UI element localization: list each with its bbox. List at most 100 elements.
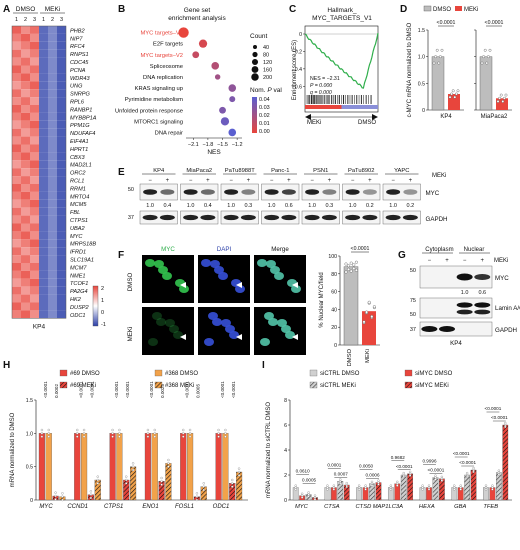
h-point [224, 435, 227, 438]
pathway-dot [198, 39, 208, 48]
h-pvalue: <0.0001 [185, 381, 190, 398]
i-point [357, 488, 361, 491]
i-pvalue: 0.0007 [334, 471, 348, 476]
h-pvalue: <0.0001 [114, 381, 119, 398]
pathway-dot [211, 62, 220, 70]
heatmap-cell [21, 33, 30, 42]
e-band [143, 189, 158, 195]
count-legend-dot [251, 73, 259, 81]
e-cell-line: MiaPaca2 [186, 168, 212, 174]
heatmap-cell [21, 247, 30, 256]
heatmap-cell [21, 41, 30, 50]
e-blot-frame [220, 210, 259, 225]
d-point [434, 55, 437, 59]
i-pvalue: 0.0006 [365, 473, 379, 478]
heatmap-cell [57, 105, 66, 113]
i-point [402, 473, 405, 477]
d-pvalue: <0.0001 [437, 20, 456, 26]
d-x-label: MiaPaca2 [481, 114, 508, 120]
heatmap-cell [30, 168, 39, 177]
gene-label-pa2g4: PA2G4 [70, 289, 88, 295]
h-point [182, 428, 185, 432]
h-point [118, 435, 121, 438]
i-point [484, 484, 488, 487]
pval-tick: 0.03 [259, 105, 270, 111]
heatmap-cell [12, 199, 21, 208]
gene-label-nme1: NME1 [70, 273, 86, 279]
i-bar [432, 477, 439, 501]
heatmap-cell [48, 144, 57, 153]
i-point [434, 478, 437, 481]
g-band [474, 274, 491, 280]
i-pvalue: 0.9996 [422, 459, 436, 464]
heatmap-cell [48, 152, 57, 161]
h-point [160, 480, 163, 483]
heatmap-cell [30, 89, 39, 98]
h-legend-label: #368 DMSO [165, 371, 198, 377]
d-point [502, 96, 506, 100]
gene-label-mrps18b: MRPS18B [70, 242, 96, 248]
gsea-title: Gene set [184, 7, 211, 14]
i-point [370, 482, 374, 485]
h-point [47, 432, 50, 435]
heatmap-cell [57, 270, 66, 279]
h-point [82, 428, 86, 432]
heatmap-cell [39, 184, 48, 192]
heatmap-cell [30, 223, 39, 232]
f-nucleus [154, 260, 164, 268]
heatmap-cell [30, 270, 39, 279]
h-point [202, 482, 205, 485]
heatmap-cell [30, 278, 39, 287]
f-y-tick-label: 60 [331, 290, 337, 296]
heatmap-cell [12, 41, 21, 50]
g-blot-frame [419, 265, 493, 289]
heatmap-cell [48, 112, 57, 121]
d-pvalue: <0.0001 [485, 20, 504, 26]
h-point [125, 482, 128, 485]
i-point [300, 494, 304, 497]
f-point [354, 260, 358, 264]
heatmap-cell [39, 191, 48, 200]
heatmap-cell [39, 223, 48, 232]
count-legend-label: 80 [263, 53, 269, 59]
f-row-label: MEKi [127, 327, 134, 342]
i-point [345, 481, 348, 485]
i-x-label-myc: MYC [295, 504, 309, 510]
heatmap-cell [21, 207, 30, 216]
h-point [153, 432, 156, 435]
g-cell-line: KP4 [450, 340, 462, 347]
g-band-label-lamin: Lamin A/C [495, 305, 520, 312]
g-sign: − [428, 258, 432, 264]
gene-label-phb2: PHB2 [70, 28, 86, 34]
f-micrograph [198, 307, 250, 355]
pval-colorbar [252, 97, 257, 133]
heatmap-cell [48, 73, 57, 82]
e-band [142, 214, 158, 221]
h-point [54, 494, 57, 498]
e-band [403, 189, 418, 195]
f-nucleus [235, 285, 245, 293]
h-point [82, 435, 86, 438]
g-band [439, 326, 455, 332]
i-point [427, 484, 431, 487]
e-band [264, 214, 280, 221]
legend-label-meki: MEKi [464, 7, 478, 13]
heatmap-cell [39, 231, 48, 240]
e-ratio: 0.2 [366, 203, 374, 209]
panel-letter-I: I [262, 360, 265, 371]
gene-label-snrpg: SNRPG [70, 92, 91, 98]
i-point [472, 466, 475, 470]
i-point [313, 498, 317, 501]
heatmap-cell [12, 286, 21, 295]
f-nucleus [214, 266, 224, 274]
i-legend-label: siMYC MEKi [415, 383, 449, 389]
g-band-label-gapdh: GAPDH [495, 327, 517, 334]
i-y-tick-label: 4 [284, 448, 287, 454]
count-legend-label: 200 [263, 75, 272, 81]
f-y-tick-label: 100 [328, 254, 337, 260]
e-band [305, 189, 320, 195]
e-band [264, 189, 279, 195]
gene-label-ndufaf4: NDUFAF4 [70, 131, 95, 137]
d-point [480, 61, 484, 65]
i-point [484, 486, 488, 489]
